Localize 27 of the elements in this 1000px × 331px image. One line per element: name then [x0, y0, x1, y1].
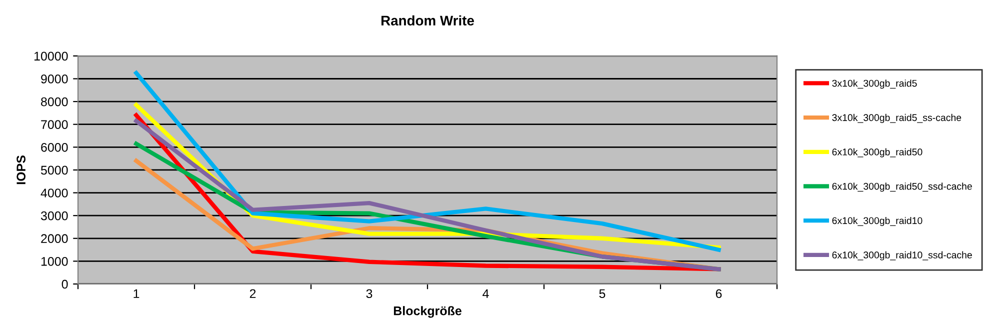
legend-label: 3x10k_300gb_raid5_ss-cache — [832, 114, 962, 123]
chart-title: Random Write — [381, 15, 474, 26]
legend-label: 6x10k_300gb_raid50_ssd-cache — [832, 182, 972, 192]
y-tick-label: 5000 — [40, 166, 68, 175]
x-tick-label: 1 — [134, 289, 140, 298]
y-tick-label: 9000 — [41, 74, 68, 84]
y-tick-label: 0 — [62, 280, 68, 289]
y-tick-label: 10000 — [34, 52, 68, 61]
x-tick-label: 6 — [716, 289, 722, 298]
y-tick-label: 8000 — [41, 97, 68, 106]
legend-label: 6x10k_300gb_raid10 — [832, 216, 922, 226]
line-series — [134, 70, 721, 252]
x-tick-label: 2 — [250, 289, 256, 298]
x-tick-label: 4 — [482, 289, 489, 298]
legend-label: 3x10k_300gb_raid5 — [832, 80, 917, 89]
y-tick-label: 3000 — [40, 211, 68, 220]
y-tick-label: 6000 — [41, 142, 68, 152]
y-axis-title: IOPS — [16, 156, 26, 184]
y-tick-label: 7000 — [41, 120, 68, 130]
y-tick-label: 1000 — [41, 256, 68, 266]
legend-label: 6x10k_300gb_raid50 — [832, 148, 922, 158]
legend-label: 6x10k_300gb_raid10_ssd-cache — [832, 251, 972, 260]
y-tick-label: 2000 — [41, 234, 68, 244]
x-axis-title: Blockgröße — [394, 306, 462, 318]
y-tick-label: 4000 — [40, 188, 68, 198]
x-tick-label: 3 — [366, 289, 372, 298]
x-tick-label: 5 — [599, 289, 606, 298]
